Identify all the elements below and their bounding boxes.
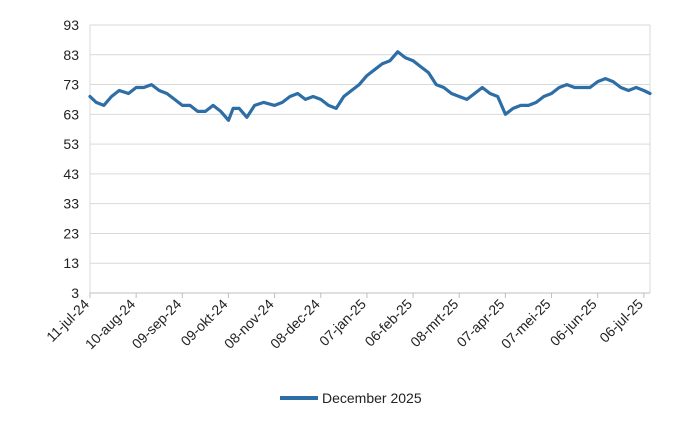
x-tick-label: 10-aug-24	[82, 296, 139, 353]
x-axis: 11-jul-2410-aug-2409-sep-2409-okt-2408-n…	[43, 292, 650, 353]
y-axis-ticks: 93 83 73 63 53 43 33 23 13 3	[63, 17, 79, 301]
y-tick-label: 23	[63, 225, 79, 241]
x-tick-label: 09-sep-24	[129, 296, 185, 352]
x-tick-label: 06-feb-25	[362, 296, 416, 350]
legend-label: December 2025	[322, 390, 422, 406]
y-tick-label: 43	[63, 166, 79, 182]
y-tick-label: 3	[71, 285, 79, 301]
y-tick-label: 13	[63, 255, 79, 271]
y-tick-label: 83	[63, 47, 79, 63]
x-tick-label: 06-jun-25	[547, 296, 600, 349]
series-line	[88, 50, 652, 122]
x-tick-label: 06-jul-25	[596, 296, 646, 346]
gridlines	[89, 24, 651, 294]
y-tick-label: 53	[63, 136, 79, 152]
legend-swatch	[280, 396, 318, 400]
y-tick-label: 33	[63, 196, 79, 212]
legend: December 2025	[280, 390, 422, 406]
x-tick-label: 08-nov-24	[221, 296, 277, 352]
x-tick-label: 07-jan-25	[316, 296, 369, 349]
series-layer	[88, 50, 652, 122]
x-tick-label: 08-dec-24	[267, 296, 323, 352]
x-tick-label: 07-mei-25	[498, 296, 554, 352]
y-tick-label: 63	[63, 106, 79, 122]
y-tick-label: 73	[63, 77, 79, 93]
y-tick-label: 93	[63, 17, 79, 33]
x-tick-label: 08-mrt-25	[407, 296, 461, 350]
